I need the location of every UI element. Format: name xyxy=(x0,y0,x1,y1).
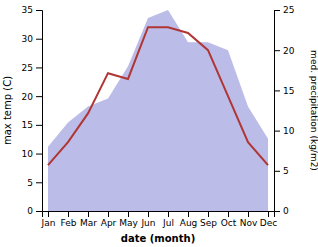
y2-axis-title: med. precipitation (kg/m2) xyxy=(309,50,318,171)
tick-mark xyxy=(274,211,280,212)
line xyxy=(48,27,268,165)
tick-mark xyxy=(188,211,189,217)
tick-label: 20 xyxy=(22,92,34,102)
tick-mark xyxy=(36,39,42,40)
y-axis: 0 5 10 15 20 25 30 35 xyxy=(22,5,43,216)
tick: Mar xyxy=(80,211,97,228)
tick: 5 xyxy=(27,178,42,188)
tick-mark xyxy=(248,211,249,217)
tick: Jun xyxy=(140,211,155,228)
tick-mark xyxy=(108,211,109,217)
x-axis-title: date (month) xyxy=(121,233,195,244)
tick-label: 30 xyxy=(22,34,34,44)
tick-mark xyxy=(48,211,49,217)
tick-mark xyxy=(88,211,89,217)
tick-label: Mar xyxy=(80,218,97,228)
tick: 30 xyxy=(22,34,42,44)
tick-label: 15 xyxy=(22,120,33,130)
tick: 10 xyxy=(22,149,42,159)
tick: Sep xyxy=(200,211,217,228)
tick: Jan xyxy=(41,211,56,228)
chart: Jan FebMar AprMayJun Jul AugSep OctNovDec 0 5 10… xyxy=(0,0,318,247)
tick-label: 20 xyxy=(283,46,295,56)
area xyxy=(48,10,268,211)
tick-mark xyxy=(274,171,280,172)
tick-label: Jun xyxy=(140,218,155,228)
tick: 25 xyxy=(274,5,294,15)
tick-label: 5 xyxy=(283,166,289,176)
tick-label: May xyxy=(119,218,138,228)
tick-label: Aug xyxy=(180,218,198,228)
tick-label: 10 xyxy=(283,126,295,136)
tick-label: Sep xyxy=(200,218,217,228)
tick: Dec xyxy=(260,211,277,228)
tick-label: Dec xyxy=(260,218,277,228)
tick-mark xyxy=(36,211,42,212)
marks xyxy=(48,10,268,211)
tick: Apr xyxy=(101,211,117,228)
tick-mark xyxy=(36,67,42,68)
tick-label: Oct xyxy=(221,218,237,228)
tick-mark xyxy=(36,154,42,155)
tick-mark xyxy=(274,90,280,91)
tick-label: 0 xyxy=(27,206,33,216)
tick: 5 xyxy=(274,166,289,176)
tick-label: Feb xyxy=(61,218,77,228)
tick-mark xyxy=(68,211,69,217)
tick-mark xyxy=(274,50,280,51)
tick-mark xyxy=(168,211,169,217)
y2-axis: 0 5 10 15 20 25 xyxy=(274,5,295,216)
tick-label: 25 xyxy=(22,63,33,73)
tick: 20 xyxy=(274,46,295,56)
tick-mark xyxy=(36,125,42,126)
tick-label: Apr xyxy=(101,218,117,228)
tick: Feb xyxy=(61,211,77,228)
tick-mark xyxy=(36,10,42,11)
tick: 20 xyxy=(22,92,42,102)
tick-mark xyxy=(148,211,149,217)
tick: 15 xyxy=(22,120,42,130)
tick-mark xyxy=(128,211,129,217)
tick: 25 xyxy=(22,63,42,73)
tick-mark xyxy=(208,211,209,217)
tick: 0 xyxy=(274,206,289,216)
tick-label: 10 xyxy=(22,149,34,159)
tick: Jul xyxy=(162,211,174,228)
tick-mark xyxy=(274,131,280,132)
x-axis: Jan FebMar AprMayJun Jul AugSep OctNovDec xyxy=(41,211,278,228)
axis-domain xyxy=(36,11,43,212)
tick: 15 xyxy=(274,86,294,96)
tick: Aug xyxy=(180,211,198,228)
y-axis-title: max temp (C) xyxy=(2,76,13,145)
tick: 10 xyxy=(274,126,295,136)
axis-domain xyxy=(275,11,281,212)
axis-domain xyxy=(43,212,275,218)
tick-mark xyxy=(36,96,42,97)
tick-label: 0 xyxy=(283,206,289,216)
tick: 0 xyxy=(27,206,42,216)
tick-mark xyxy=(268,211,269,217)
tick: Oct xyxy=(221,211,237,228)
tick-mark xyxy=(274,10,280,11)
tick-label: Nov xyxy=(240,218,258,228)
tick-label: 35 xyxy=(22,5,33,15)
plot: Jan FebMar AprMayJun Jul AugSep OctNovDec 0 5 10… xyxy=(2,5,318,244)
tick-label: Jan xyxy=(41,218,56,228)
tick: May xyxy=(119,211,138,228)
tick-mark xyxy=(36,182,42,183)
tick-label: 15 xyxy=(283,86,294,96)
tick: Nov xyxy=(240,211,258,228)
tick: 35 xyxy=(22,5,42,15)
tick-label: 5 xyxy=(27,178,33,188)
tick-label: Jul xyxy=(162,218,174,228)
tick-label: 25 xyxy=(283,5,294,15)
tick-mark xyxy=(228,211,229,217)
